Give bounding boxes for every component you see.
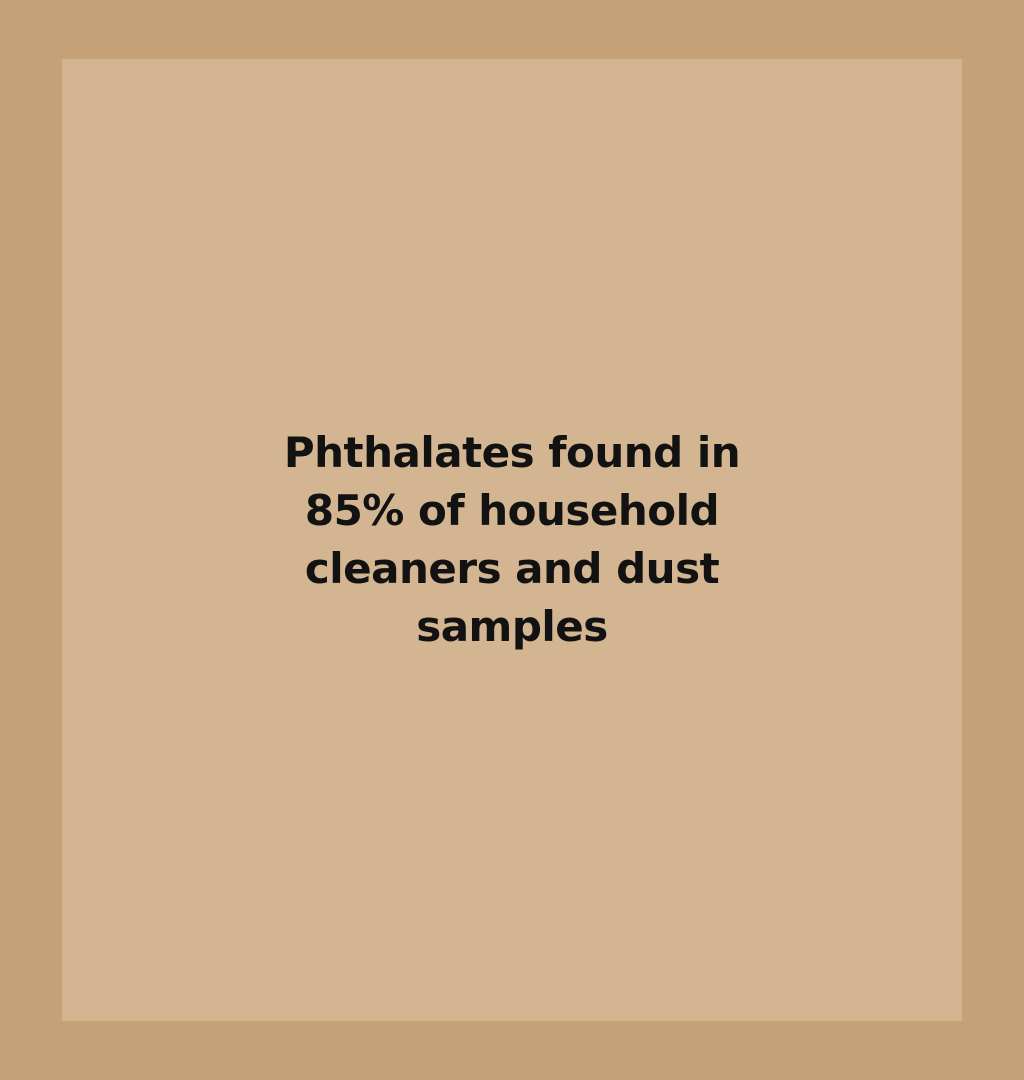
headline-line-3: cleaners and dust — [304, 544, 720, 593]
headline-line-1: Phthalates found in — [283, 428, 741, 477]
content-card: Phthalates found in 85% of household cle… — [62, 59, 962, 1021]
headline-line-2: 85% of household — [304, 486, 720, 535]
headline-text: Phthalates found in 85% of household cle… — [252, 424, 772, 656]
headline-line-4: samples — [416, 602, 608, 651]
